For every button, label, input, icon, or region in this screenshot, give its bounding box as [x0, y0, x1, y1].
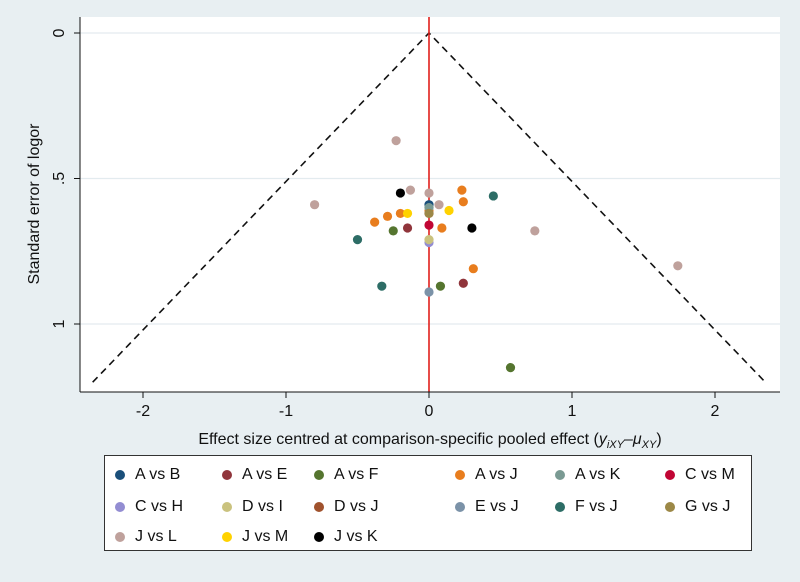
legend-item: E vs J: [455, 496, 519, 518]
legend-marker: [115, 532, 125, 542]
data-point: [377, 281, 387, 291]
legend-marker: [314, 532, 324, 542]
x-tick-label: 2: [711, 403, 720, 420]
x-tick-label: 1: [568, 403, 577, 420]
legend-item: A vs J: [455, 464, 518, 486]
legend-marker: [222, 502, 232, 512]
legend-marker: [115, 470, 125, 480]
legend-item: J vs M: [222, 526, 288, 548]
legend-label: A vs E: [242, 466, 288, 483]
legend-item: C vs M: [665, 464, 735, 486]
legend-marker: [665, 470, 675, 480]
data-point: [395, 188, 405, 198]
data-point: [310, 200, 320, 210]
data-point: [467, 223, 477, 233]
data-point: [424, 208, 434, 219]
legend-marker: [555, 470, 565, 480]
data-point: [391, 136, 401, 146]
legend-label: J vs L: [135, 528, 177, 545]
legend-item: G vs J: [665, 496, 730, 518]
data-point: [424, 220, 434, 230]
data-point: [388, 226, 398, 236]
x-tick-label: -1: [279, 403, 293, 420]
y-tick-label: 0: [51, 28, 68, 37]
legend-marker: [314, 470, 324, 480]
data-point: [530, 226, 540, 236]
legend-label: A vs B: [135, 466, 181, 483]
data-point: [458, 278, 468, 288]
data-point: [370, 217, 380, 227]
legend-item: D vs I: [222, 496, 283, 518]
legend-item: A vs K: [555, 464, 620, 486]
data-point: [424, 287, 434, 297]
legend-item: A vs B: [115, 464, 180, 486]
legend: A vs B A vs E A vs F A vs J A vs K C vs M C vs…: [104, 455, 752, 551]
legend-item: C vs H: [115, 496, 183, 518]
data-point: [468, 264, 478, 274]
legend-label: A vs K: [575, 466, 621, 483]
data-point: [434, 200, 444, 210]
data-point: [402, 223, 413, 233]
legend-label: E vs J: [475, 498, 519, 515]
legend-label: G vs J: [685, 498, 731, 515]
legend-label: J vs M: [242, 528, 289, 545]
y-tick-label: 1: [51, 319, 68, 328]
legend-item: F vs J: [555, 496, 618, 518]
legend-label: D vs J: [334, 498, 379, 515]
data-point: [405, 185, 416, 195]
data-point: [435, 281, 446, 291]
data-point: [458, 197, 468, 207]
legend-label: D vs I: [242, 498, 283, 515]
data-point: [352, 235, 363, 245]
legend-label: A vs J: [475, 466, 518, 483]
data-point: [395, 208, 405, 219]
legend-marker: [455, 470, 465, 480]
legend-item: D vs J: [314, 496, 378, 518]
y-axis-label: Standard error of logor: [26, 123, 43, 285]
x-tick-label: 0: [425, 403, 434, 420]
x-tick-label: -2: [136, 403, 150, 420]
legend-marker: [555, 502, 565, 512]
legend-marker: [665, 502, 675, 512]
data-point: [505, 363, 516, 373]
data-point: [424, 188, 434, 198]
data-point: [402, 208, 413, 219]
data-point: [457, 185, 467, 195]
legend-label: C vs H: [135, 498, 183, 515]
legend-item: A vs E: [222, 464, 287, 486]
data-point: [382, 211, 393, 221]
legend-label: J vs K: [334, 528, 378, 545]
data-point: [437, 223, 447, 233]
legend-marker: [222, 532, 232, 542]
legend-marker: [314, 502, 324, 512]
data-point: [488, 191, 498, 201]
y-tick-label: .5: [51, 172, 68, 185]
legend-marker: [455, 502, 465, 512]
data-point: [444, 205, 454, 216]
data-point: [673, 261, 683, 271]
data-point: [424, 235, 434, 245]
legend-marker: [222, 470, 232, 480]
legend-label: C vs M: [685, 466, 735, 483]
legend-marker: [115, 502, 125, 512]
legend-label: F vs J: [575, 498, 618, 515]
legend-item: J vs L: [115, 526, 177, 548]
x-axis-label: Effect size centred at comparison-specif…: [198, 431, 661, 451]
legend-item: J vs K: [314, 526, 378, 548]
legend-item: A vs F: [314, 464, 378, 486]
legend-label: A vs F: [334, 466, 379, 483]
